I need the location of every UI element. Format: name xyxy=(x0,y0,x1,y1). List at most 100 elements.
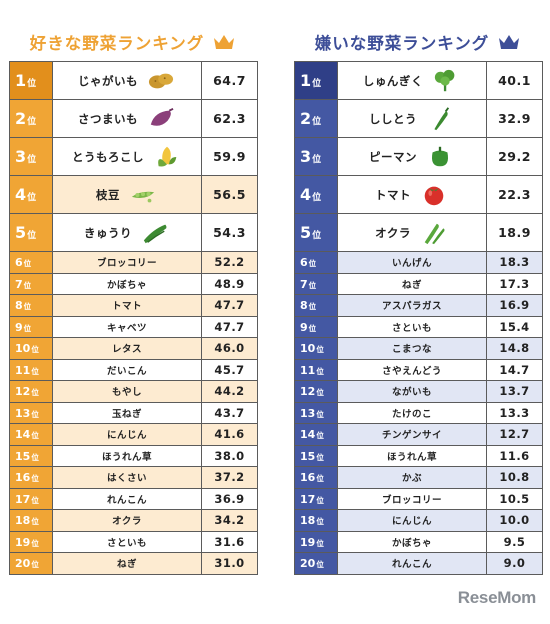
rank-cell: 19位 xyxy=(294,530,338,553)
rank-cell: 8位 xyxy=(9,294,53,317)
rank-number: 14 xyxy=(15,428,31,442)
vegetable-name-cell: さといも xyxy=(337,315,487,338)
rank-suffix: 位 xyxy=(312,231,322,241)
rank-number: 9 xyxy=(15,320,23,334)
vegetable-name-wrap: れんこん xyxy=(392,556,432,570)
rank-suffix: 位 xyxy=(316,409,324,419)
vegetable-name: アスパラガス xyxy=(381,301,442,313)
vegetable-name-cell: オクラ xyxy=(52,509,202,532)
rank-suffix: 位 xyxy=(31,409,39,419)
rank-cell: 10位 xyxy=(294,337,338,360)
vegetable-name: ピーマン xyxy=(369,149,417,164)
rank-number: 16 xyxy=(15,471,31,485)
vegetable-name: トマト xyxy=(375,187,411,202)
okra-icon xyxy=(424,223,445,244)
rank-cell: 17位 xyxy=(294,487,338,510)
vegetable-name-cell: さやえんどう xyxy=(337,358,487,381)
rank-number: 6 xyxy=(15,256,23,270)
vegetable-name-cell: ねぎ xyxy=(52,552,202,575)
rank-number: 4 xyxy=(15,185,27,204)
vegetable-name: れんこん xyxy=(391,559,432,571)
rank-suffix: 位 xyxy=(31,495,39,505)
rank-number: 5 xyxy=(15,223,27,242)
like-ranking-row: 17位 れんこん 36.9 xyxy=(9,487,258,510)
vegetable-name-cell: ねぎ xyxy=(337,272,487,295)
dislike-ranking-row: 18位 にんじん 10.0 xyxy=(294,509,543,532)
vegetable-name-cell: 枝豆 xyxy=(52,175,202,214)
rank-number: 12 xyxy=(300,385,316,399)
like-ranking-row: 16位 はくさい 37.2 xyxy=(9,466,258,489)
percentage-value: 10.5 xyxy=(486,487,543,510)
vegetable-name-cell: かぼちゃ xyxy=(337,530,487,553)
vegetable-name-cell: レタス xyxy=(52,337,202,360)
like-ranking-row: 15位 ほうれん草 38.0 xyxy=(9,444,258,467)
like-ranking-row: 20位 ねぎ 31.0 xyxy=(9,552,258,575)
like-ranking-title: 好きな野菜ランキング xyxy=(29,34,205,53)
percentage-value: 36.9 xyxy=(201,487,258,510)
corn-icon xyxy=(158,146,177,167)
rank-number: 7 xyxy=(15,277,23,291)
percentage-value: 9.5 xyxy=(486,530,543,553)
vegetable-name-cell: にんじん xyxy=(337,509,487,532)
vegetable-name: さやえんどう xyxy=(382,365,442,377)
vegetable-name-cell: じゃがいも xyxy=(52,61,202,100)
vegetable-name-wrap: たけのこ xyxy=(392,406,432,420)
vegetable-name-cell: さといも xyxy=(52,530,202,553)
dislike-ranking-row: 14位 チンゲンサイ 12.7 xyxy=(294,423,543,446)
vegetable-name-cell: ブロッコリー xyxy=(337,487,487,510)
rank-cell: 16位 xyxy=(294,466,338,489)
vegetable-name-cell: とうもろこし xyxy=(52,137,202,176)
vegetable-name: とうもろこし xyxy=(72,149,144,164)
vegetable-name: ブロッコリー xyxy=(381,494,442,506)
dislike-ranking-row: 11位 さやえんどう 14.7 xyxy=(294,358,543,381)
rank-suffix: 位 xyxy=(312,79,322,89)
vegetable-name-wrap: アスパラガス xyxy=(382,298,442,312)
rank-suffix: 位 xyxy=(316,366,324,376)
rank-cell: 1位 xyxy=(9,61,53,100)
rank-cell: 16位 xyxy=(9,466,53,489)
vegetable-name-wrap: ブロッコリー xyxy=(97,255,157,269)
vegetable-name-wrap: ほうれん草 xyxy=(102,449,152,463)
vegetable-name-wrap: かぼちゃ xyxy=(392,535,432,549)
vegetable-name-wrap: ながいも xyxy=(392,384,432,398)
vegetable-name-wrap: オクラ xyxy=(112,513,142,527)
shishito-icon xyxy=(434,106,450,130)
vegetable-name-cell: こまつな xyxy=(337,337,487,360)
vegetable-name-wrap: さといも xyxy=(392,320,432,334)
rank-cell: 4位 xyxy=(9,175,53,214)
vegetable-name-cell: しゅんぎく xyxy=(337,61,487,100)
rank-suffix: 位 xyxy=(31,560,39,570)
rank-suffix: 位 xyxy=(316,388,324,398)
rank-cell: 2位 xyxy=(9,99,53,138)
vegetable-name: ブロッコリー xyxy=(96,258,157,270)
dislike-ranking-row: 7位 ねぎ 17.3 xyxy=(294,272,543,295)
vegetable-name: オクラ xyxy=(375,225,411,240)
potato-icon xyxy=(148,73,174,88)
vegetable-name: じゃがいも xyxy=(78,73,138,88)
percentage-value: 14.8 xyxy=(486,337,543,360)
percentage-value: 31.0 xyxy=(201,552,258,575)
rank-suffix: 位 xyxy=(316,431,324,441)
vegetable-name-cell: 玉ねぎ xyxy=(52,401,202,424)
rank-cell: 10位 xyxy=(9,337,53,360)
rank-number: 14 xyxy=(300,428,316,442)
vegetable-name-wrap: 玉ねぎ xyxy=(112,406,142,420)
vegetable-name-cell: ブロッコリー xyxy=(52,251,202,274)
cucumber-icon xyxy=(143,224,167,243)
edamame-icon xyxy=(131,191,155,202)
dislike-ranking-row: 3位 ピーマン 29.2 xyxy=(294,137,543,176)
dislike-ranking-row: 4位 トマト 22.3 xyxy=(294,175,543,214)
like-ranking-panel: 好きな野菜ランキング 1位 じゃがいも 64.7 2位 さつまいも 62.3 3位 とうもろこ… xyxy=(9,28,258,575)
rank-suffix: 位 xyxy=(23,259,32,269)
dislike-ranking-row: 12位 ながいも 13.7 xyxy=(294,380,543,403)
rank-cell: 3位 xyxy=(9,137,53,176)
rank-number: 6 xyxy=(300,256,308,270)
vegetable-name-wrap: にんじん xyxy=(392,513,432,527)
percentage-value: 22.3 xyxy=(486,175,543,214)
dislike-ranking-row: 13位 たけのこ 13.3 xyxy=(294,401,543,424)
percentage-value: 54.3 xyxy=(201,213,258,252)
vegetable-name: レタス xyxy=(111,344,142,356)
rank-number: 13 xyxy=(15,406,31,420)
crown-icon xyxy=(499,34,520,49)
percentage-value: 43.7 xyxy=(201,401,258,424)
